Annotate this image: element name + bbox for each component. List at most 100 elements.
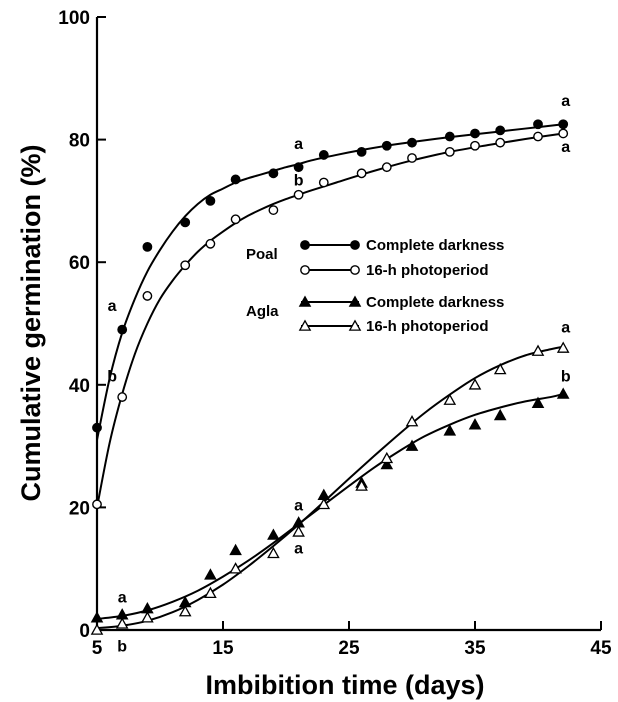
agla-photoperiod-point [317, 497, 331, 510]
poal-photoperiod-point [558, 128, 569, 139]
poal-photoperiod-point [533, 131, 543, 142]
agla-darkness-point [556, 387, 570, 399]
legend-marker [298, 319, 312, 331]
poal-darkness-point [558, 119, 569, 130]
legend-marker [350, 240, 360, 250]
poal-darkness-point [444, 131, 455, 142]
legend-label: 16-h photoperiod [366, 318, 489, 335]
legend-marker [300, 240, 310, 250]
fitted-curves [96, 123, 564, 630]
agla-photoperiod-point [493, 362, 507, 375]
data-points [90, 119, 570, 635]
x-tick-label: 25 [338, 638, 360, 659]
poal-photoperiod-point [381, 162, 392, 173]
x-tick-label: 5 [92, 638, 103, 659]
poal-darkness-point [470, 128, 480, 139]
y-tick-label: 80 [69, 131, 90, 152]
agla-photoperiod-point [531, 344, 545, 356]
poal-photoperiod-point [268, 205, 279, 215]
agla-photoperiod-point [443, 393, 457, 405]
poal-photoperiod-point [407, 153, 417, 163]
poal-photoperiod-point [495, 137, 506, 148]
agla-photoperiod-point [355, 479, 368, 491]
significance-letter: a [561, 139, 570, 156]
poal-photoperiod-point [92, 499, 102, 510]
legend-group-label: Agla [246, 303, 279, 320]
y-axis-title: Cumulative germination (%) [16, 144, 46, 501]
agla-darkness-point [90, 611, 104, 623]
agla-darkness-point [229, 543, 242, 556]
ticks: 5 15 25 35 45 0 20 40 60 80 100 [58, 8, 612, 659]
agla-photoperiod-curve [96, 345, 564, 630]
legend-marker [348, 319, 362, 331]
agla-photoperiod-point [267, 546, 280, 559]
poal-darkness-point [293, 162, 304, 173]
agla-darkness-point [380, 457, 394, 470]
poal-darkness-point [318, 150, 329, 160]
poal-photoperiod-point [180, 260, 191, 271]
agla-photoperiod-point [468, 378, 482, 390]
significance-letter: a [108, 298, 117, 315]
significance-annotations: a b a b a a a b a a a b [107, 93, 571, 656]
poal-darkness-point [230, 174, 241, 185]
poal-darkness-point [407, 137, 417, 148]
poal-darkness-point [268, 168, 279, 179]
poal-darkness-point [533, 119, 543, 130]
x-tick-label: 15 [212, 638, 234, 659]
agla-photoperiod-point [380, 451, 394, 464]
poal-darkness-curve [96, 123, 564, 441]
poal-photoperiod-point [230, 214, 241, 225]
agla-darkness-point [405, 439, 419, 451]
agla-darkness-point [468, 418, 482, 430]
poal-photoperiod-curve [96, 132, 564, 508]
poal-photoperiod-point [470, 140, 480, 151]
significance-letter: b [107, 369, 117, 386]
significance-letter: b [561, 369, 571, 386]
agla-darkness-point [204, 568, 217, 580]
y-tick-label: 20 [69, 498, 90, 519]
poal-photoperiod-point [444, 146, 455, 157]
significance-letter: a [294, 497, 303, 514]
poal-darkness-point [92, 422, 102, 433]
poal-photoperiod-point [318, 177, 329, 188]
significance-letter: a [294, 540, 303, 557]
poal-darkness-point [205, 195, 216, 206]
y-tick-label: 100 [58, 8, 90, 29]
agla-photoperiod-point [556, 341, 570, 353]
poal-photoperiod-point [117, 392, 128, 402]
agla-photoperiod-point [178, 605, 192, 617]
legend-marker [348, 295, 362, 307]
significance-letter: a [561, 93, 570, 110]
poal-photoperiod-point [356, 168, 367, 179]
significance-letter: b [117, 638, 127, 655]
poal-darkness-point [180, 217, 191, 228]
legend-label: Complete darkness [366, 237, 504, 254]
poal-darkness-point [381, 140, 392, 151]
agla-darkness-point [267, 528, 280, 540]
legend-marker [300, 265, 310, 275]
agla-photoperiod-point [141, 611, 154, 623]
agla-photoperiod-point [229, 562, 242, 574]
poal-photoperiod-point [142, 291, 153, 301]
significance-letter: a [294, 136, 303, 153]
agla-darkness-point [443, 424, 457, 436]
y-tick-label: 40 [69, 376, 90, 397]
x-tick-label: 45 [590, 638, 612, 659]
poal-photoperiod-point [293, 189, 304, 200]
legend-marker [350, 265, 360, 275]
poal-darkness-point [142, 241, 153, 252]
agla-darkness-curve [96, 393, 564, 620]
agla-photoperiod-point [204, 586, 217, 599]
agla-darkness-point [531, 396, 545, 409]
x-tick-label: 35 [464, 638, 486, 659]
legend-label: Complete darkness [366, 294, 504, 311]
poal-darkness-point [495, 125, 506, 136]
legend: Poal Agla Complete darkness 16-h photoperio… [246, 237, 504, 335]
legend-marker [298, 295, 312, 307]
agla-photoperiod-point [115, 617, 129, 629]
significance-letter: a [561, 320, 570, 337]
poal-darkness-point [356, 146, 367, 157]
agla-photoperiod-point [292, 525, 305, 537]
agla-darkness-point [493, 408, 507, 421]
